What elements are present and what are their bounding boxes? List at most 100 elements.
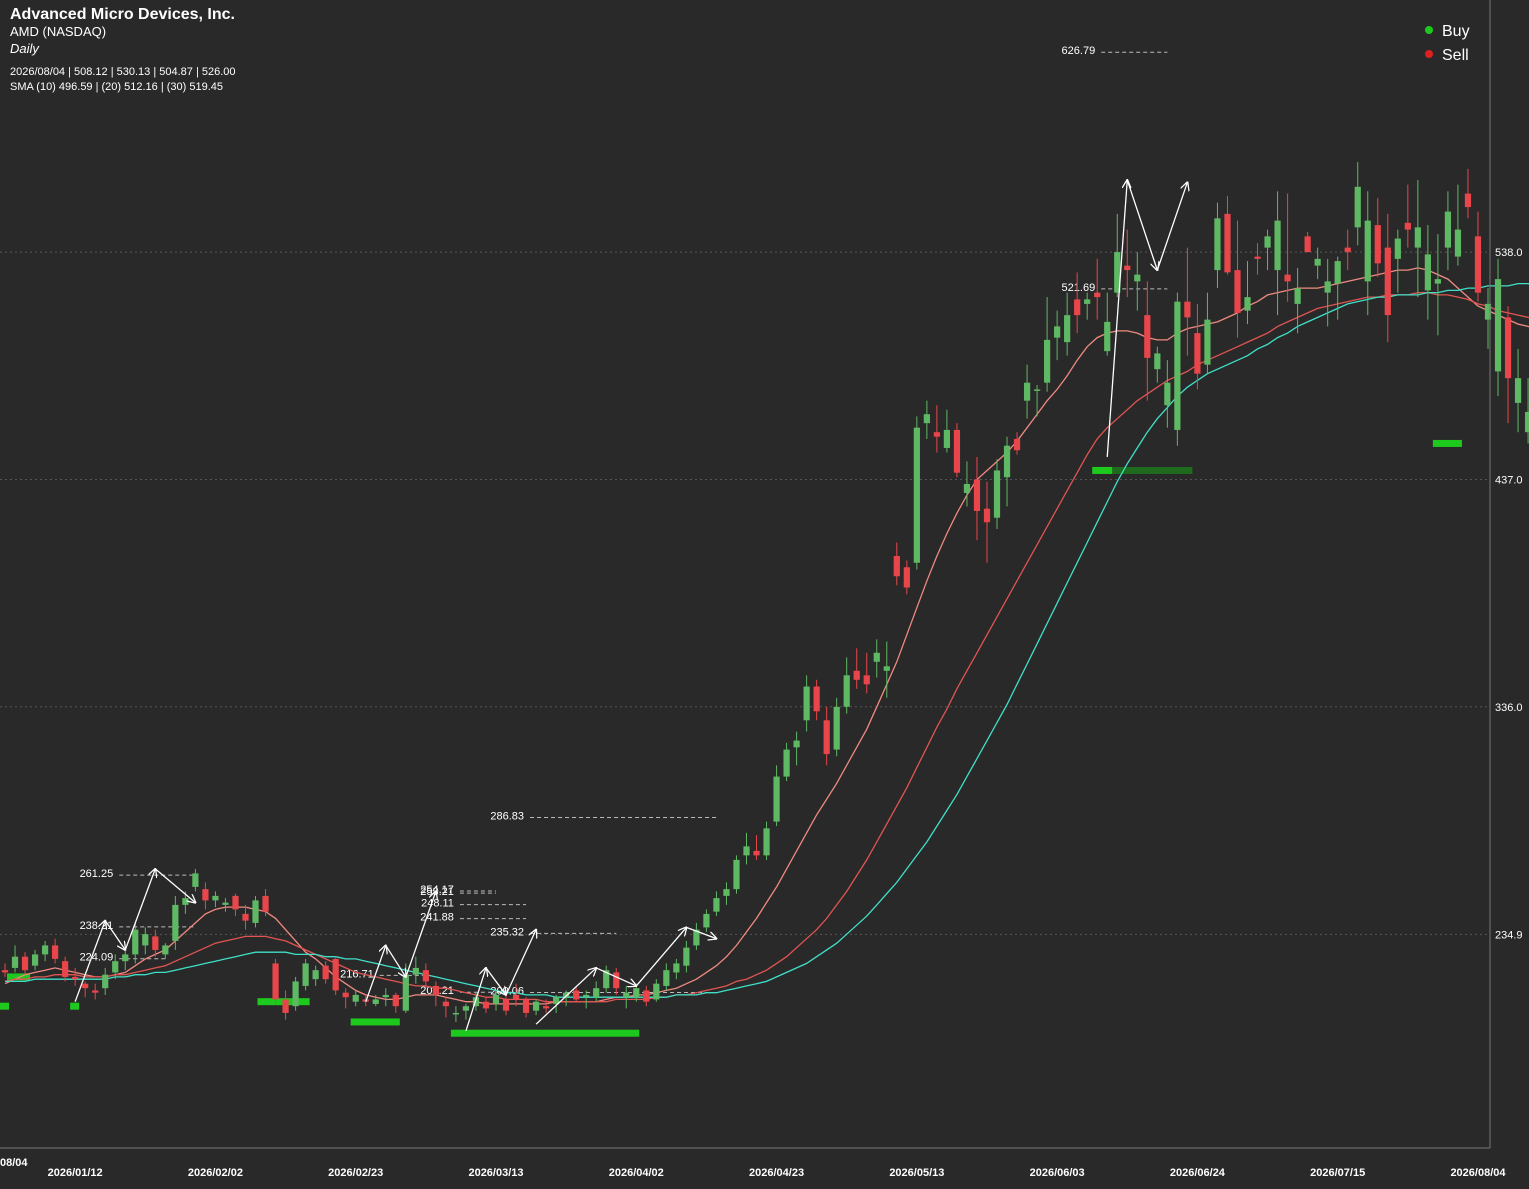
candle-down [813,686,820,712]
x-tick-label: 2026/02/02 [188,1167,243,1179]
legend-sell: Sell [1442,47,1469,64]
zigzag-arrow [595,967,636,986]
price-label: 286.83 [490,810,524,822]
candle-down [1074,299,1081,316]
candle-up [112,961,119,973]
zigzag-arrow [365,945,386,1002]
candle-up [492,994,500,1004]
candle-down [92,990,99,993]
x-tick-label: 2026/03/13 [468,1167,523,1179]
candle-down [502,999,510,1011]
candle-up [1204,319,1211,365]
candle-up [312,970,319,980]
candle-up [1134,274,1141,282]
candle-up [382,994,389,998]
candle-up [713,898,720,912]
interval-label: Daily [10,41,39,56]
candle-down [282,999,289,1013]
candle-up [172,904,179,941]
buy-zone [1092,466,1113,474]
y-tick-label: 234.9 [1495,929,1523,941]
buy-zone [0,1002,10,1010]
candle-up [142,934,149,946]
candle-up [1084,299,1091,304]
price-label: 224.09 [80,952,114,964]
zigzag-arrow [635,927,686,987]
zigzag-arrows [74,179,1187,1032]
candle-down [753,850,760,856]
candle-down [442,1001,450,1007]
candle-down [1474,236,1482,293]
candle-down [973,479,981,511]
company-name: Advanced Micro Devices, Inc. [10,6,235,23]
price-label: 261.25 [80,868,114,880]
candle-up [1214,218,1221,271]
candle-down [1284,274,1291,282]
candle-down [392,994,399,1007]
candle-up [412,967,419,975]
candle-up [1484,303,1492,320]
x-tick-label: 2026/01/12 [48,1167,103,1179]
x-tick-label: 2026/02/23 [328,1167,383,1179]
candle-down [202,889,209,901]
candle-down [1304,236,1311,253]
x-tick-label: 08/04 [0,1157,28,1169]
candle-down [1144,315,1151,358]
candle-down [983,508,991,523]
sma-10-line [4,267,1529,1005]
x-tick-label: 2026/04/02 [609,1167,664,1179]
moving-averages [4,267,1529,1005]
zigzag-arrow [1126,179,1157,270]
price-label: 241.88 [420,912,454,924]
candle-down [1374,225,1381,264]
candle-down [542,1006,550,1009]
grid-lines [0,251,1490,935]
candle-up [1314,258,1321,266]
candle-up [633,988,640,998]
zigzag-arrow [385,945,406,977]
candle-up [1264,236,1271,248]
candle-up [733,859,740,890]
candle-down [152,936,159,950]
candle-up [1364,220,1371,282]
candle-up [192,873,199,887]
candle-up [1414,227,1421,248]
candle-up [532,1001,540,1011]
candle-down [1344,247,1351,253]
price-label: 216.71 [340,968,374,980]
candle-up [132,929,139,955]
candle-down [903,567,910,588]
buy-zone [1432,439,1462,447]
candle-up [783,749,790,777]
zigzag-arrow [465,968,486,1032]
candle-up [292,981,299,1007]
candle-up [913,427,920,563]
legend-buy: Buy [1442,23,1470,40]
candle-up [943,429,951,448]
candle-up [653,983,660,1000]
candle-up [773,776,780,822]
candle-up [743,846,750,856]
x-tick-label: 2026/04/23 [749,1167,804,1179]
candle-up [1444,211,1452,248]
candle-down [643,990,650,1002]
sma-readout: SMA (10) 496.59 | (20) 512.16 | (30) 519… [10,81,224,93]
buy-legend-dot [1425,26,1433,34]
legend[interactable]: Buy Sell [1335,23,1470,64]
x-tick-label: 2026/05/13 [889,1167,944,1179]
zigzag-arrow [505,930,536,996]
candle-up [102,974,109,989]
price-label: 248.11 [421,898,454,910]
candle-down [1234,270,1241,313]
buy-zone-extension [1112,466,1193,474]
candle-down [232,895,239,910]
candle-up [212,895,219,901]
candle-down [1404,222,1411,230]
sma-30-line [5,282,1529,998]
candle-up [1394,238,1401,259]
candle-up [1354,186,1361,228]
candle-up [1454,229,1462,257]
candle-up [1003,445,1011,478]
